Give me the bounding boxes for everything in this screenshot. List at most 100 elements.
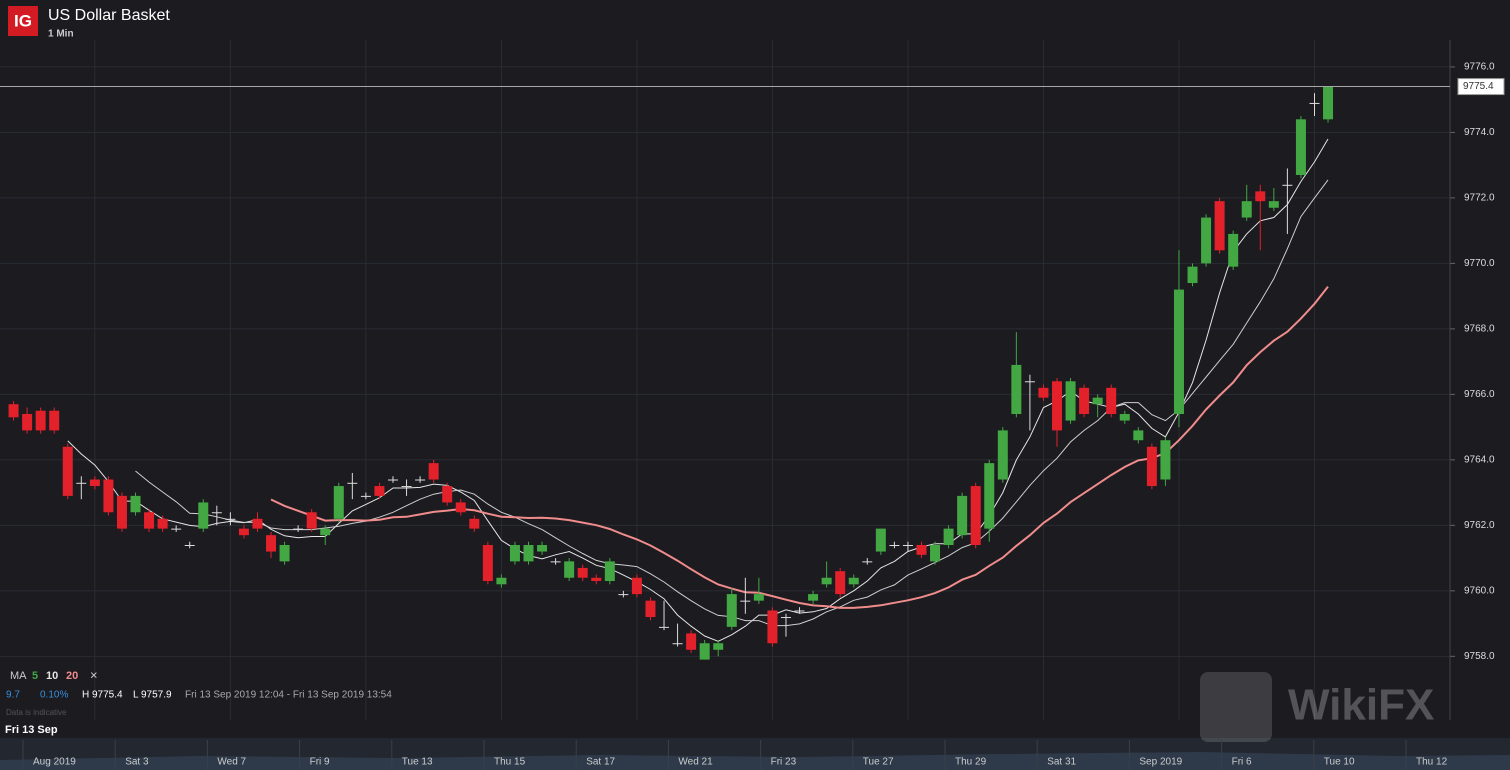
y-tick-label: 9760.0 [1464,585,1495,596]
candle-body [266,535,277,552]
candle-body [225,518,236,520]
candle-body [1011,364,1022,415]
chart-title: US Dollar Basket [48,7,170,24]
navigator-label: Wed 7 [217,757,246,768]
candle-body [482,545,493,582]
candle-body [35,410,46,431]
candle-body [347,482,358,484]
candle-body [442,486,453,503]
candle-body [889,545,900,546]
candle-body [659,626,670,628]
candle-body [1092,397,1103,405]
candle-body [293,528,304,530]
candle-body [740,600,751,602]
candle-body [645,600,656,618]
ma-close[interactable]: × [90,667,98,682]
candle-body [455,502,466,513]
change: 9.7 [6,690,20,701]
candle-body [984,463,995,529]
candle-body [1282,184,1293,186]
candle-body [387,479,398,481]
ma-label: MA [10,670,27,682]
candle-body [184,545,195,546]
candle-body [1065,381,1076,421]
candle-body [699,643,710,660]
candle-body [1133,430,1144,441]
candle-body [537,545,548,552]
date-label: Fri 13 Sep [5,724,58,736]
candle-body [591,577,602,582]
candle-body [862,561,873,563]
candle-body [957,495,968,536]
navigator-label: Sat 17 [586,757,615,768]
candle-body [103,479,114,513]
interval: 1 Min [48,29,74,40]
candle-body [713,643,724,650]
last-price: 9775.4 [1463,81,1494,92]
candle-body [1106,387,1117,415]
candle-body [808,594,819,601]
navigator-label: Aug 2019 [33,757,76,768]
candle-body [306,512,317,529]
candle-body [1052,381,1063,431]
candle-body [1079,387,1090,415]
candle-body [62,446,73,496]
candle-body [252,518,263,529]
candle-body [130,495,141,513]
candle-body [1160,440,1171,480]
candle-body [238,528,249,536]
candle-body [157,518,168,529]
candle-body [76,482,87,484]
y-tick-label: 9776.0 [1464,62,1495,73]
candle-body [1214,201,1225,251]
navigator-label: Sat 31 [1047,757,1076,768]
candle-body [415,479,426,481]
navigator-label: Tue 27 [863,757,894,768]
candle-body [1309,102,1320,104]
high: H 9775.4 [82,690,123,701]
candle-body [1241,201,1252,218]
time-axis-bg [0,720,1510,738]
navigator-label: Sep 2019 [1139,757,1182,768]
candle-body [1173,289,1184,415]
candle-body [577,567,588,578]
candle-body [631,577,642,595]
navigator-area [0,752,1510,770]
low: L 9757.9 [133,690,172,701]
candle-body [360,495,371,497]
candle-body [401,486,412,488]
candle-body [848,577,859,585]
navigator-label: Tue 10 [1324,757,1355,768]
y-tick-label: 9766.0 [1464,389,1495,400]
y-tick-label: 9768.0 [1464,324,1495,335]
y-tick-label: 9774.0 [1464,127,1495,138]
y-tick-label: 9758.0 [1464,651,1495,662]
candle-body [22,414,33,431]
change-pct: 0.10% [40,690,68,701]
candle-body [997,430,1008,480]
candle-body [89,479,100,487]
candle-body [821,577,832,585]
y-tick-label: 9770.0 [1464,258,1495,269]
candle-body [374,486,385,496]
logo: IG [14,11,32,30]
navigator-label: Sat 3 [125,757,149,768]
navigator-label: Thu 12 [1416,757,1448,768]
candle-body [171,528,182,530]
candle-body [1268,201,1279,208]
logo-box [8,6,38,36]
navigator-label: Fri 9 [310,757,330,768]
candle-body [1201,217,1212,264]
candle-body [8,404,19,418]
navigator-label: Thu 15 [494,757,526,768]
y-tick-label: 9764.0 [1464,455,1495,466]
candle-body [780,617,791,619]
watermark-icon [1200,672,1272,742]
candle-body [1146,446,1157,487]
candle-body [1038,387,1049,398]
candle-body [550,561,561,563]
candle-body [726,594,737,627]
candle-body [767,610,778,644]
